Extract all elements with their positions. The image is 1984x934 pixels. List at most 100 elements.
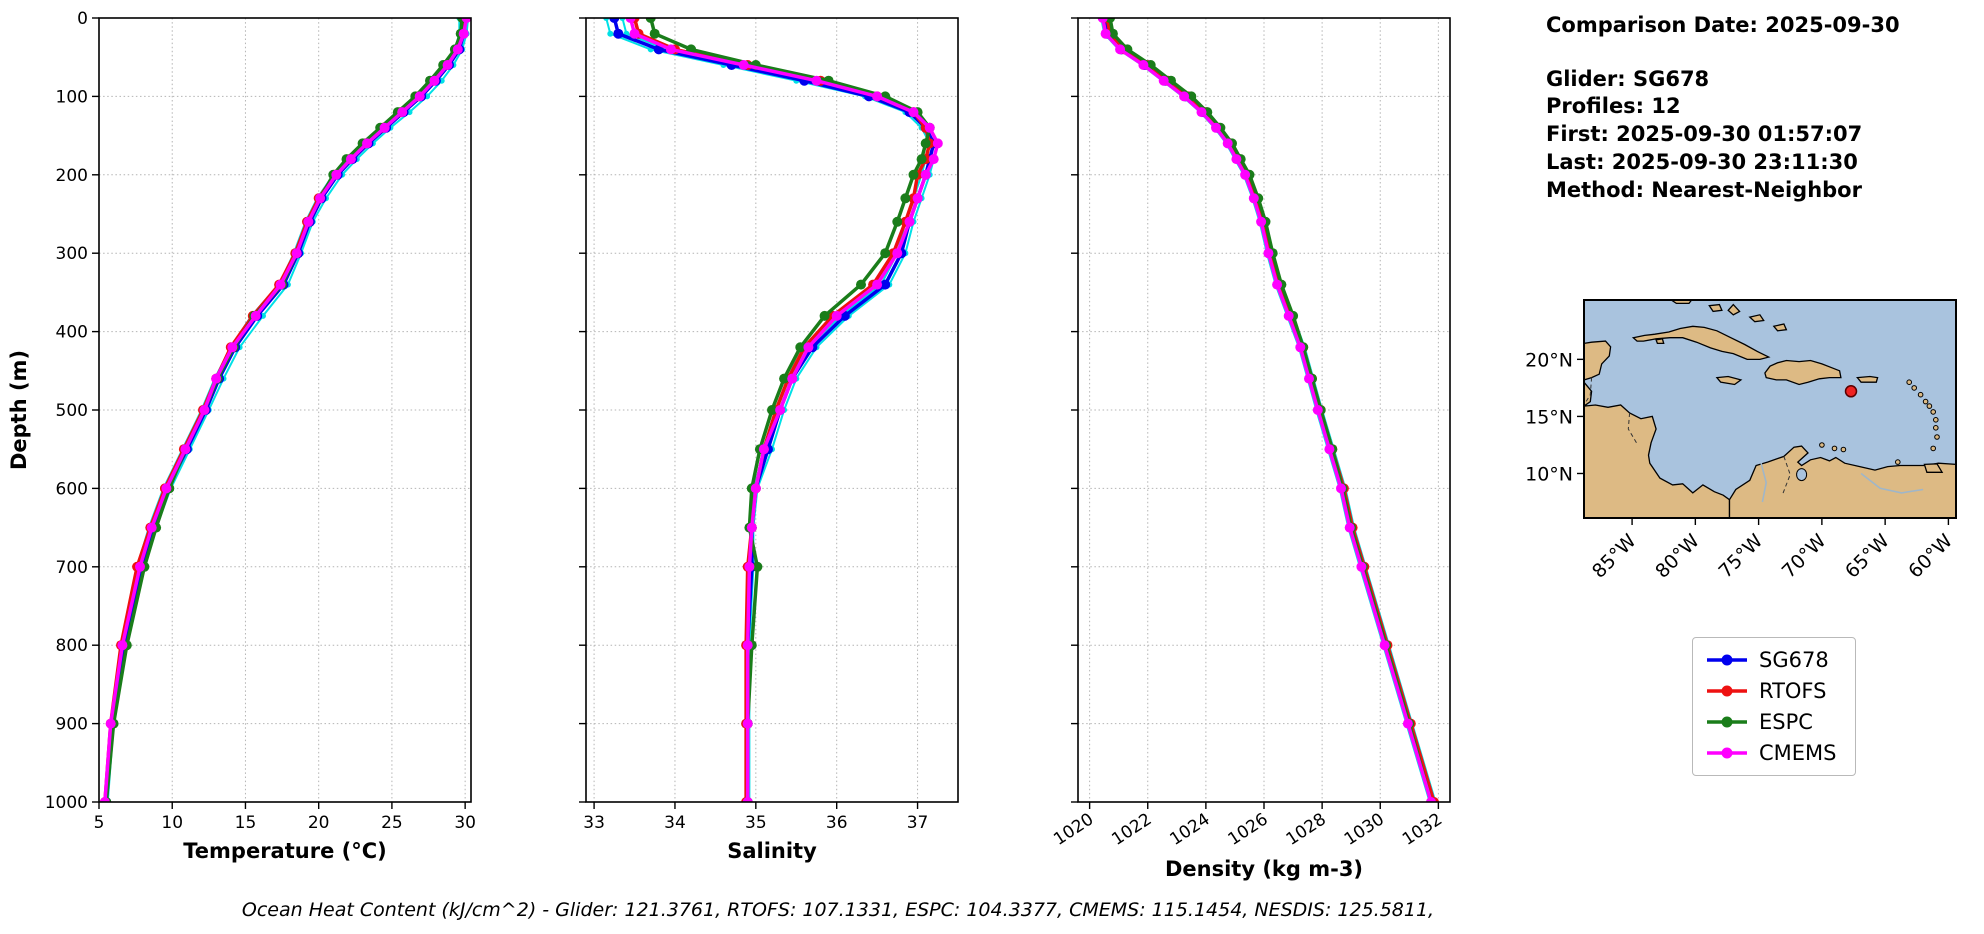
x-tick-label: 35 bbox=[745, 813, 767, 833]
marker bbox=[744, 561, 755, 572]
marker bbox=[1158, 75, 1169, 86]
marker bbox=[1336, 483, 1346, 494]
marker bbox=[1196, 107, 1207, 118]
marker bbox=[609, 17, 620, 23]
landmass bbox=[1655, 338, 1665, 345]
series-line bbox=[1100, 17, 1431, 803]
marker bbox=[1356, 561, 1367, 572]
marker bbox=[892, 248, 903, 259]
marker bbox=[1231, 154, 1242, 165]
marker bbox=[1272, 279, 1283, 290]
island bbox=[1930, 409, 1937, 415]
legend-glyph-espc bbox=[1707, 716, 1747, 728]
temperature-ticks: 5 10 15 20 25 3001002003004005006007008009001… bbox=[45, 9, 476, 833]
marker bbox=[908, 169, 919, 180]
marker bbox=[211, 373, 222, 384]
marker bbox=[414, 91, 425, 102]
marker bbox=[795, 342, 806, 353]
map-x-tick-label: 80°W bbox=[1651, 530, 1704, 583]
x-tick-label: 37 bbox=[907, 813, 929, 833]
island bbox=[1831, 445, 1838, 452]
map-x-tick-label: 70°W bbox=[1778, 530, 1831, 583]
glider-location-marker bbox=[1844, 385, 1858, 398]
landmass bbox=[1856, 375, 1879, 383]
marker bbox=[856, 279, 866, 290]
marker bbox=[161, 483, 172, 494]
figure-caption: Ocean Heat Content (kJ/cm^2) - Glider: 1… bbox=[241, 899, 1435, 921]
x-tick-label: 34 bbox=[664, 813, 686, 833]
series-CMEMS bbox=[1097, 17, 1437, 803]
marker bbox=[920, 138, 931, 149]
marker bbox=[452, 44, 463, 55]
marker bbox=[291, 248, 302, 259]
marker bbox=[746, 522, 757, 533]
map-content bbox=[1584, 300, 1956, 518]
marker bbox=[135, 561, 145, 572]
map-y-tick-label: 20°N bbox=[1525, 349, 1573, 371]
marker bbox=[924, 122, 935, 133]
marker bbox=[199, 405, 210, 415]
landmass bbox=[1727, 303, 1741, 316]
marker bbox=[1115, 44, 1126, 55]
marker bbox=[331, 169, 342, 180]
legend-item-espc: ESPC bbox=[1705, 710, 1837, 734]
legend-glyph-sg678 bbox=[1707, 654, 1747, 666]
marker bbox=[750, 483, 761, 494]
y-tick-label: 300 bbox=[56, 244, 88, 264]
marker bbox=[1379, 640, 1390, 651]
marker bbox=[908, 107, 919, 118]
info-panel: Comparison Date: 2025-09-30 Glider: SG67… bbox=[1546, 12, 1900, 204]
landmass bbox=[1584, 340, 1612, 381]
marker bbox=[872, 91, 883, 102]
island bbox=[1840, 446, 1847, 453]
marker bbox=[758, 444, 769, 455]
marker bbox=[461, 17, 472, 23]
x-tick-label: 1024 bbox=[1166, 809, 1213, 849]
marker bbox=[379, 122, 390, 133]
x-tick-label: 20 bbox=[308, 813, 330, 833]
marker bbox=[880, 279, 891, 290]
marker bbox=[831, 310, 842, 321]
marker bbox=[442, 60, 453, 70]
legend: SG678 RTOFS ESPC CMEMS bbox=[1692, 637, 1856, 776]
y-tick-label: 700 bbox=[56, 558, 88, 578]
marker bbox=[607, 30, 614, 37]
island bbox=[1933, 417, 1939, 423]
landmass bbox=[1923, 463, 1944, 473]
x-tick-label: 1020 bbox=[1050, 809, 1097, 849]
marker bbox=[227, 342, 238, 353]
legend-item-cmems: CMEMS bbox=[1705, 741, 1837, 765]
density-xlabel: Density (kg m-3) bbox=[1165, 857, 1363, 881]
x-tick-label: 30 bbox=[454, 813, 476, 833]
x-tick-label: 1032 bbox=[1399, 809, 1446, 849]
island bbox=[1911, 385, 1918, 391]
temperature-chart: 5 10 15 20 25 3001002003004005006007008009001… bbox=[7, 9, 476, 863]
salinity-xlabel: Salinity bbox=[727, 839, 817, 863]
landmass bbox=[1764, 359, 1842, 386]
marker bbox=[362, 138, 372, 149]
river bbox=[1860, 472, 1924, 494]
marker bbox=[1312, 405, 1323, 415]
border bbox=[1584, 377, 1593, 406]
series-CMEMS bbox=[99, 17, 472, 803]
landmass bbox=[1708, 303, 1723, 313]
island bbox=[1895, 459, 1901, 465]
marker bbox=[303, 216, 314, 227]
island bbox=[1930, 445, 1937, 452]
marker bbox=[625, 17, 636, 23]
marker bbox=[1295, 342, 1306, 353]
legend-marker bbox=[1721, 654, 1733, 666]
marker bbox=[1179, 91, 1190, 102]
y-tick-label: 800 bbox=[56, 636, 88, 656]
salinity-series bbox=[603, 17, 943, 803]
info-method: Method: Nearest-Neighbor bbox=[1546, 177, 1862, 202]
y-tick-label: 100 bbox=[56, 87, 88, 107]
marker bbox=[742, 718, 753, 729]
marker bbox=[1097, 17, 1108, 23]
temperature-series bbox=[99, 17, 472, 803]
marker bbox=[742, 640, 753, 651]
island bbox=[1819, 442, 1825, 448]
landmass bbox=[1631, 325, 1771, 361]
marker bbox=[1107, 28, 1118, 39]
info-first: First: 2025-09-30 01:57:07 bbox=[1546, 122, 1863, 147]
